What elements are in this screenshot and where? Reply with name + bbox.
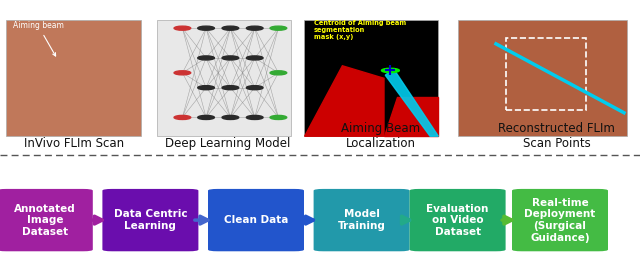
FancyBboxPatch shape [314, 189, 410, 251]
Circle shape [381, 68, 399, 73]
Circle shape [222, 56, 239, 60]
Circle shape [246, 86, 263, 90]
FancyBboxPatch shape [102, 189, 198, 251]
Text: Model
Training: Model Training [338, 209, 385, 231]
Circle shape [270, 71, 287, 75]
Text: Deep Learning Model: Deep Learning Model [164, 137, 290, 150]
Text: Reconstructed FLIm
Scan Points: Reconstructed FLIm Scan Points [499, 122, 615, 150]
Text: InVivo FLIm Scan: InVivo FLIm Scan [24, 137, 124, 150]
Circle shape [222, 115, 239, 120]
Circle shape [174, 71, 191, 75]
Polygon shape [384, 97, 438, 136]
Circle shape [246, 56, 263, 60]
Polygon shape [305, 66, 384, 136]
FancyBboxPatch shape [304, 20, 438, 136]
Circle shape [174, 115, 191, 120]
Polygon shape [385, 69, 438, 136]
Circle shape [246, 26, 263, 30]
Circle shape [198, 56, 214, 60]
Circle shape [198, 86, 214, 90]
FancyBboxPatch shape [410, 189, 506, 251]
Circle shape [222, 86, 239, 90]
FancyBboxPatch shape [208, 189, 304, 251]
Circle shape [198, 26, 214, 30]
Circle shape [270, 26, 287, 30]
Text: Aiming beam: Aiming beam [13, 21, 63, 56]
Text: Real-time
Deployment
(Surgical
Guidance): Real-time Deployment (Surgical Guidance) [524, 198, 596, 242]
Text: Clean Data: Clean Data [224, 215, 288, 225]
Circle shape [270, 115, 287, 120]
Text: Data Centric
Learning: Data Centric Learning [113, 209, 188, 231]
Circle shape [174, 26, 191, 30]
FancyBboxPatch shape [0, 189, 93, 251]
FancyBboxPatch shape [157, 20, 291, 136]
Text: Annotated
Image
Dataset: Annotated Image Dataset [14, 204, 76, 237]
FancyBboxPatch shape [6, 20, 141, 136]
FancyBboxPatch shape [458, 20, 627, 136]
Circle shape [222, 26, 239, 30]
Text: Aiming Beam
Localization: Aiming Beam Localization [341, 122, 420, 150]
FancyBboxPatch shape [512, 189, 608, 251]
Circle shape [198, 115, 214, 120]
Text: Evaluation
on Video
Dataset: Evaluation on Video Dataset [426, 204, 489, 237]
Circle shape [246, 115, 263, 120]
Text: Centroid of Aiming beam
segmentation
mask (x,y): Centroid of Aiming beam segmentation mas… [314, 20, 406, 40]
